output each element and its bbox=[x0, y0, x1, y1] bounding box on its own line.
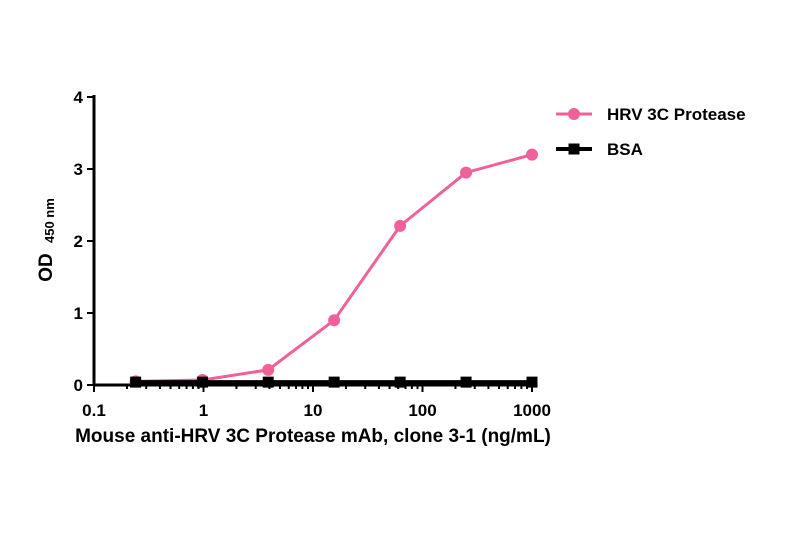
data-point-hrv-3c-protease bbox=[328, 314, 341, 327]
legend-item-hrv-3c-protease: HRV 3C Protease bbox=[556, 105, 746, 124]
data-point-bsa bbox=[460, 376, 472, 388]
y-axis-title: OD 450 nm bbox=[36, 198, 57, 282]
y-tick-label: 0 bbox=[74, 376, 83, 395]
series-hrv-3c-protease bbox=[129, 148, 538, 388]
x-tick-label: 1 bbox=[199, 401, 208, 420]
data-point-bsa bbox=[197, 376, 209, 388]
data-point-bsa bbox=[328, 376, 340, 388]
x-axis-title: Mouse anti-HRV 3C Protease mAb, clone 3-… bbox=[75, 426, 551, 447]
axes bbox=[92, 95, 532, 387]
y-axis-title-sub: 450 nm bbox=[42, 198, 57, 243]
y-axis-title-main: OD bbox=[36, 253, 57, 282]
data-point-bsa bbox=[262, 376, 274, 388]
legend: HRV 3C Protease BSA bbox=[556, 105, 746, 159]
x-ticks: 0.1 1 10 100 1000 bbox=[82, 385, 551, 420]
data-point-hrv-3c-protease bbox=[526, 148, 538, 161]
y-tick-label: 4 bbox=[74, 88, 84, 107]
series-bsa bbox=[130, 376, 538, 388]
data-point-bsa bbox=[130, 376, 142, 388]
y-tick-label: 2 bbox=[74, 232, 83, 251]
x-tick-label: 100 bbox=[408, 401, 436, 420]
legend-marker bbox=[568, 143, 580, 155]
series-layer bbox=[129, 148, 538, 388]
x-tick-label: 10 bbox=[304, 401, 323, 420]
y-axis-title-group: OD 450 nm bbox=[36, 198, 57, 282]
y-tick-label: 1 bbox=[74, 304, 83, 323]
legend-label: HRV 3C Protease bbox=[607, 105, 746, 124]
x-tick-label: 1000 bbox=[513, 401, 551, 420]
series-line-hrv-3c-protease bbox=[135, 153, 533, 383]
legend-marker bbox=[568, 108, 580, 120]
x-tick-label: 0.1 bbox=[82, 401, 106, 420]
data-point-hrv-3c-protease bbox=[262, 363, 275, 376]
data-point-hrv-3c-protease bbox=[460, 166, 473, 179]
data-point-hrv-3c-protease bbox=[394, 219, 407, 232]
y-ticks: 0 1 2 3 4 bbox=[74, 88, 94, 395]
data-point-bsa bbox=[394, 376, 406, 388]
legend-label: BSA bbox=[607, 140, 643, 159]
data-point-bsa bbox=[526, 376, 538, 388]
legend-item-bsa: BSA bbox=[556, 140, 643, 159]
y-tick-label: 3 bbox=[74, 160, 83, 179]
